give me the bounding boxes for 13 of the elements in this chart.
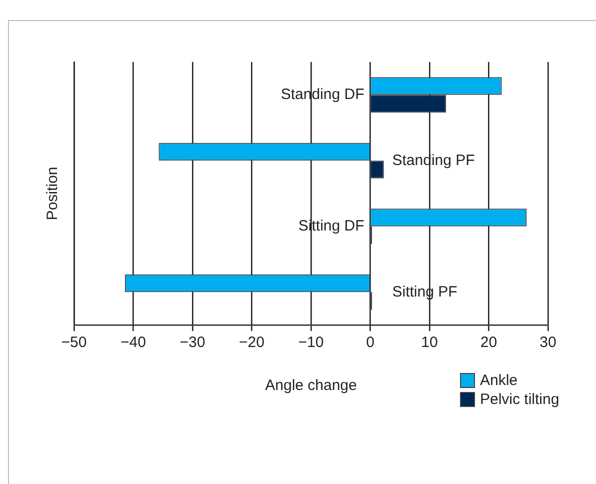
x-tick-label: 30 xyxy=(540,334,556,352)
x-tick-label: −20 xyxy=(239,334,264,352)
x-tick-label: −50 xyxy=(61,334,87,352)
x-axis-title: Angle change xyxy=(265,377,357,394)
legend-label: Ankle xyxy=(480,372,518,389)
x-tick-label: 20 xyxy=(480,334,498,352)
legend-label: Pelvic tilting xyxy=(480,391,560,408)
x-tick-label: −40 xyxy=(120,334,146,352)
x-tick-label: −10 xyxy=(298,334,324,352)
x-tick-label: 10 xyxy=(421,334,438,352)
x-tick-label: 0 xyxy=(366,334,374,352)
x-tick-label: −30 xyxy=(180,334,206,352)
y-axis-title: Position xyxy=(44,166,62,220)
